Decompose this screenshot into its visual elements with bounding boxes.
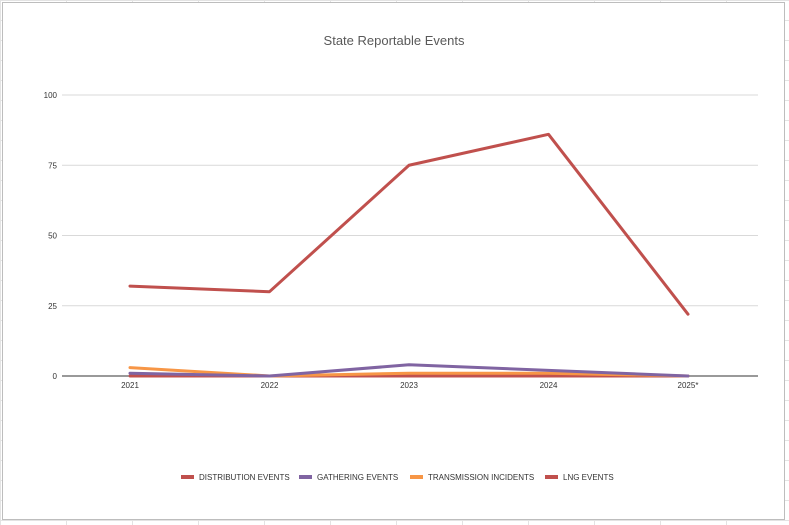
x-tick-label: 2021	[121, 381, 139, 390]
y-tick-label: 50	[48, 232, 57, 241]
legend: DISTRIBUTION EVENTS GATHERING EVENTS TRANS…	[181, 473, 614, 482]
gridlines	[62, 94, 758, 377]
x-tick-label: 2023	[400, 381, 418, 390]
legend-label: GATHERING EVENTS	[317, 473, 398, 482]
series-line-distribution-events[interactable]	[128, 132, 690, 316]
legend-label: DISTRIBUTION EVENTS	[199, 473, 290, 482]
series-line-transmission-incidents[interactable]	[128, 366, 690, 378]
x-tick-label: 2025*	[678, 381, 699, 390]
y-axis-ticks: 0 25 50 75 100	[44, 91, 58, 381]
chart-frame[interactable]	[2, 2, 785, 520]
y-tick-label: 75	[48, 161, 57, 170]
y-tick-label: 100	[44, 91, 58, 100]
legend-label: LNG EVENTS	[563, 473, 614, 482]
x-tick-label: 2022	[261, 381, 279, 390]
y-tick-label: 0	[53, 372, 58, 381]
series-lines	[128, 132, 690, 378]
y-tick-label: 25	[48, 302, 57, 311]
series-line-gathering-events[interactable]	[128, 363, 690, 378]
legend-label: TRANSMISSION INCIDENTS	[428, 473, 534, 482]
chart-title: State Reportable Events	[324, 33, 465, 48]
x-tick-label: 2024	[540, 381, 558, 390]
x-axis-ticks: 2021 2022 2023 2024 2025*	[121, 381, 698, 390]
